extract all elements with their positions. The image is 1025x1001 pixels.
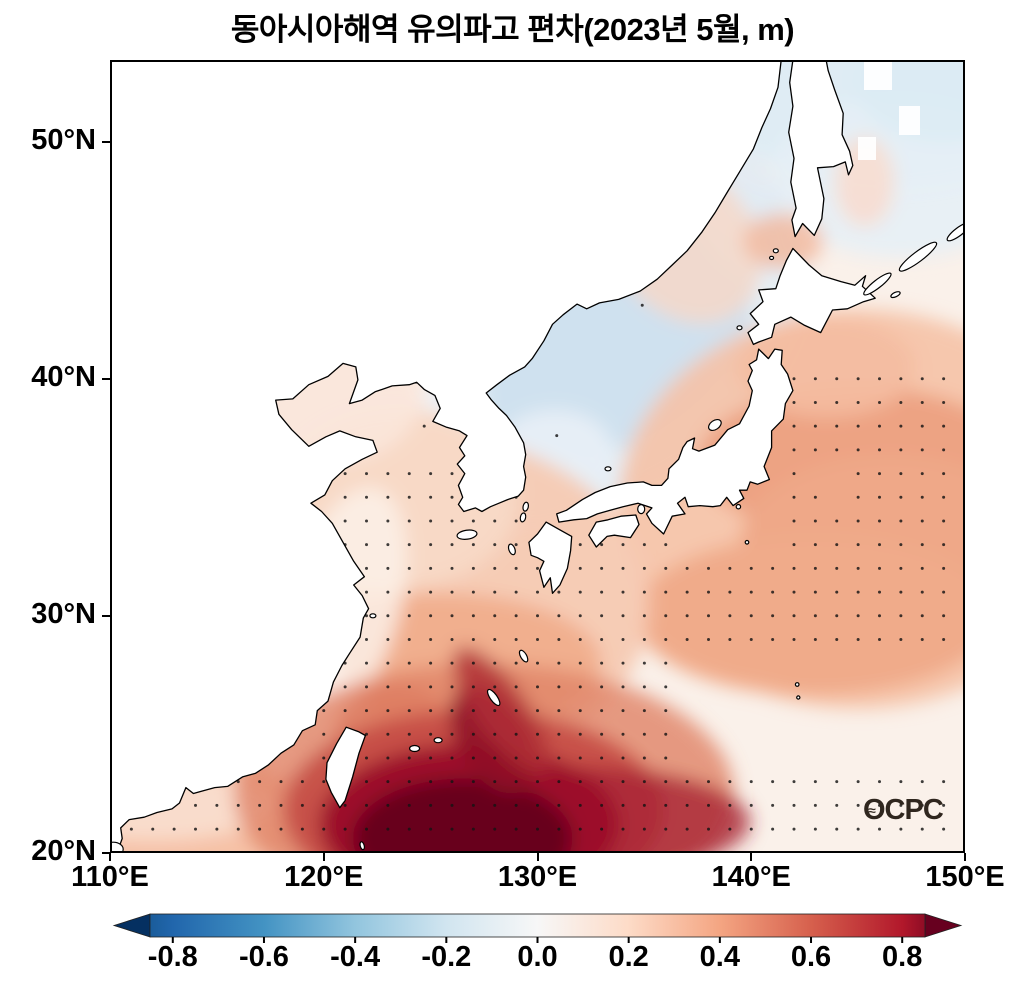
stipple-dot (640, 303, 644, 307)
colorbar-tick-label: 0.6 (790, 941, 832, 973)
stipple-dot (422, 424, 426, 428)
x-tick-mark (109, 853, 111, 861)
island (456, 529, 478, 540)
x-tick-mark (964, 853, 966, 861)
coastline-hokkaido (747, 247, 876, 346)
island (486, 688, 501, 707)
island (637, 504, 646, 515)
x-tick-label: 140°E (711, 861, 791, 893)
coastline-kyushu (528, 521, 573, 594)
map-plot-area (110, 60, 965, 853)
island (898, 241, 938, 272)
x-tick-mark (536, 853, 539, 861)
island (519, 512, 527, 523)
island (409, 744, 421, 753)
island (772, 248, 779, 254)
island (863, 272, 892, 296)
colorbar-gradient (149, 913, 926, 938)
island (708, 418, 722, 432)
colorbar-tick-label: 0.0 (517, 941, 558, 973)
colorbar-tick-label: -0.2 (421, 941, 472, 973)
island (796, 695, 801, 700)
island (736, 325, 743, 331)
x-tick-mark (322, 853, 325, 861)
island (359, 841, 365, 851)
colorbar-tick-label: 0.2 (608, 941, 649, 973)
island (507, 543, 516, 556)
y-tick-mark (102, 851, 110, 854)
x-tick-label: 130°E (497, 861, 578, 893)
coastline-honshu (556, 348, 794, 535)
wave-icon: ≈ (868, 803, 876, 817)
zero-anomaly-patch (858, 137, 876, 160)
colorbar-tick-label: -0.6 (238, 941, 289, 973)
colorbar-tick-label: -0.8 (147, 941, 198, 973)
colorbar-under-arrow (112, 913, 151, 938)
island (735, 503, 742, 510)
y-tick-mark (102, 614, 110, 617)
x-tick-mark (750, 853, 753, 861)
island (890, 291, 901, 299)
colorbar (112, 913, 963, 943)
chart-title: 동아시아해역 유의파고 편차(2023년 5월, m) (230, 12, 795, 47)
island (433, 737, 443, 744)
island (744, 539, 750, 545)
map-layers (110, 60, 965, 853)
x-tick-label: 110°E (71, 861, 149, 893)
island (522, 501, 530, 512)
y-tick-label: 50°N (31, 123, 96, 156)
plot-frame (110, 60, 965, 853)
island (794, 682, 800, 687)
y-tick-label: 30°N (31, 597, 96, 630)
watermark-text: OCPC (863, 794, 944, 826)
zero-anomaly-patch (899, 106, 920, 135)
island (768, 255, 775, 261)
coastline-sakhalin (788, 60, 854, 238)
zero-anomaly-patch (864, 60, 892, 90)
y-tick-label: 20°N (31, 834, 96, 867)
y-tick-label: 40°N (31, 360, 96, 393)
island (369, 613, 377, 619)
x-tick-label: 150°E (925, 861, 1005, 893)
island (110, 841, 124, 853)
coastline-taiwan (325, 726, 367, 809)
y-tick-mark (102, 140, 110, 143)
x-tick-label: 120°E (284, 861, 364, 893)
y-tick-mark (102, 377, 110, 380)
colorbar-tick-label: 0.4 (699, 941, 740, 973)
coastline-shikoku (588, 514, 640, 548)
stipple-dot (555, 434, 559, 438)
colorbar-tick-label: 0.8 (882, 941, 923, 973)
island (604, 466, 612, 472)
landmasses (110, 60, 965, 853)
watermark: OCPC ≈ (863, 794, 973, 834)
island (518, 649, 529, 663)
colorbar-over-arrow (924, 913, 963, 938)
colorbar-tick-label: -0.4 (330, 941, 381, 973)
coastline-mainland-asia (110, 60, 782, 847)
